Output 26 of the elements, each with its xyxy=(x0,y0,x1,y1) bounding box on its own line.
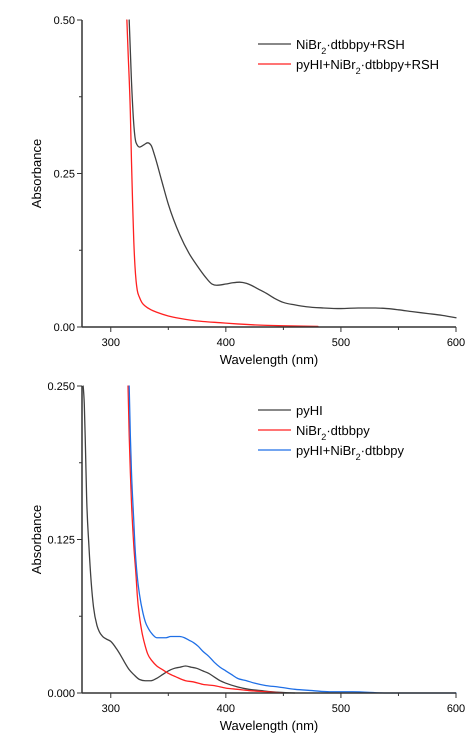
x-tick-label: 400 xyxy=(216,337,236,349)
y-axis-title: Absorbance xyxy=(29,138,44,208)
x-tick-label: 600 xyxy=(446,703,466,715)
x-axis-title: Wavelength (nm) xyxy=(220,718,318,733)
y-tick-label: 0.50 xyxy=(54,15,75,27)
x-tick-label: 400 xyxy=(216,703,236,715)
x-tick-label: 500 xyxy=(332,703,350,715)
line-series xyxy=(128,19,457,318)
x-tick-label: 500 xyxy=(332,337,350,349)
y-tick-label: 0.250 xyxy=(47,381,75,393)
legend-label: pyHI+NiBr$_{2}$·dtbbpy xyxy=(296,443,405,462)
y-axis-title: Absorbance xyxy=(29,504,44,574)
line-series xyxy=(127,385,284,694)
y-tick-label: 0.125 xyxy=(47,534,75,546)
y-tick-label: 0.25 xyxy=(54,168,75,180)
x-tick-label: 300 xyxy=(102,337,120,349)
y-tick-label: 0.000 xyxy=(47,688,75,700)
y-tick-label: 0.00 xyxy=(54,322,75,334)
legend-label: pyHI+NiBr$_{2}$·dtbbpy+RSH xyxy=(296,57,440,76)
x-tick-label: 600 xyxy=(446,337,466,349)
line-series xyxy=(128,385,457,694)
legend-label: NiBr$_{2}$·dtbbpy+RSH xyxy=(296,37,405,56)
x-tick-label: 300 xyxy=(102,703,120,715)
legend-label: pyHI xyxy=(296,403,323,418)
x-axis-title: Wavelength (nm) xyxy=(220,352,318,367)
legend-label: NiBr$_{2}$·dtbbpy xyxy=(296,423,370,442)
